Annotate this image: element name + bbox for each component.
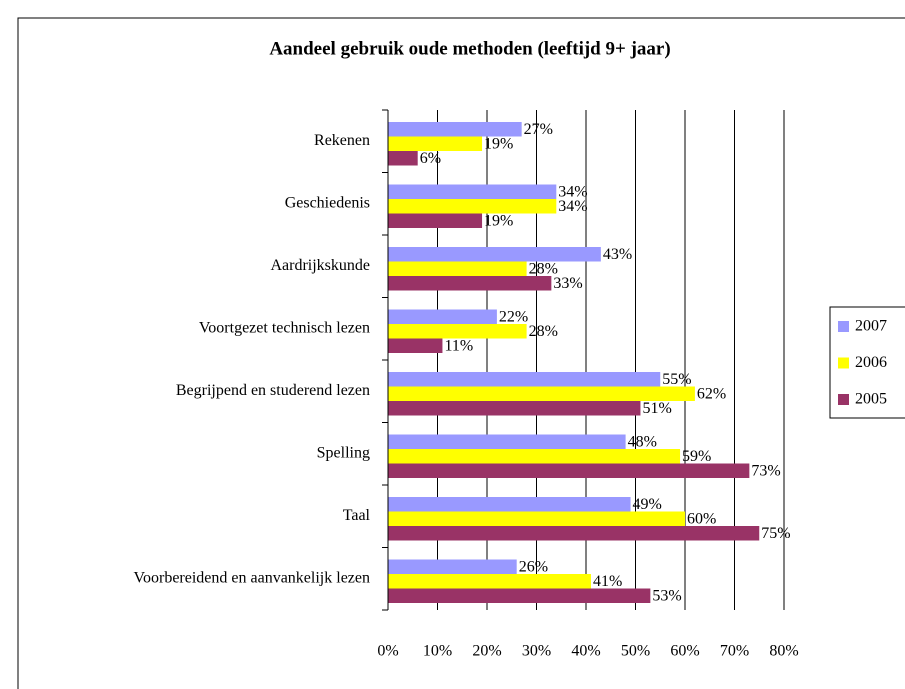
bar bbox=[388, 434, 626, 449]
data-label: 41% bbox=[593, 573, 622, 590]
bar bbox=[388, 401, 641, 416]
y-tick-label: Voorbereidend en aanvankelijk lezen bbox=[134, 569, 371, 586]
x-tick-label: 60% bbox=[670, 643, 699, 660]
data-label: 48% bbox=[628, 433, 657, 450]
bar bbox=[388, 213, 483, 228]
data-label: 62% bbox=[697, 385, 726, 402]
bar bbox=[388, 309, 497, 324]
bar bbox=[388, 184, 557, 199]
bar bbox=[388, 276, 552, 291]
bar bbox=[388, 151, 418, 166]
bar bbox=[388, 324, 527, 339]
data-label: 22% bbox=[499, 308, 528, 325]
bar bbox=[388, 338, 443, 353]
bar bbox=[388, 511, 685, 526]
y-tick-label: Spelling bbox=[317, 444, 370, 461]
legend-label: 2005 bbox=[855, 391, 887, 408]
data-label: 51% bbox=[642, 400, 671, 417]
x-tick-label: 20% bbox=[472, 643, 501, 660]
bar bbox=[388, 386, 695, 401]
data-label: 73% bbox=[751, 462, 780, 479]
data-label: 26% bbox=[519, 558, 548, 575]
data-label: 34% bbox=[558, 183, 587, 200]
x-tick-label: 40% bbox=[571, 643, 600, 660]
data-label: 43% bbox=[603, 246, 632, 263]
bar bbox=[388, 449, 681, 464]
legend-label: 2006 bbox=[855, 354, 887, 371]
data-label: 28% bbox=[529, 260, 558, 277]
data-label: 53% bbox=[652, 587, 681, 604]
bar bbox=[388, 122, 522, 137]
bar bbox=[388, 261, 527, 276]
chart-title: Aandeel gebruik oude methoden (leeftijd … bbox=[269, 38, 670, 59]
x-tick-label: 0% bbox=[377, 643, 398, 660]
data-label: 6% bbox=[420, 150, 441, 167]
bar bbox=[388, 559, 517, 574]
y-tick-label: Begrijpend en studerend lezen bbox=[176, 382, 370, 399]
x-tick-label: 80% bbox=[769, 643, 798, 660]
legend-swatch bbox=[838, 394, 849, 405]
legend-label: 2007 bbox=[855, 318, 887, 335]
bar bbox=[388, 199, 557, 214]
y-tick-label: Taal bbox=[343, 507, 371, 524]
data-label: 49% bbox=[633, 496, 662, 513]
legend-swatch bbox=[838, 357, 849, 369]
bar bbox=[388, 588, 651, 603]
x-tick-label: 70% bbox=[720, 643, 749, 660]
bar bbox=[388, 247, 601, 262]
y-tick-label: Rekenen bbox=[314, 132, 370, 149]
bar bbox=[388, 526, 760, 541]
data-label: 28% bbox=[529, 323, 558, 340]
y-tick-label: Geschiedenis bbox=[285, 194, 370, 211]
bar bbox=[388, 497, 631, 512]
bar bbox=[388, 463, 750, 478]
bar bbox=[388, 136, 483, 151]
x-tick-label: 10% bbox=[423, 643, 452, 660]
data-label: 19% bbox=[484, 212, 513, 229]
x-tick-label: 50% bbox=[621, 643, 650, 660]
data-label: 75% bbox=[761, 525, 790, 542]
data-label: 34% bbox=[558, 198, 587, 215]
data-label: 60% bbox=[687, 510, 716, 527]
data-label: 59% bbox=[682, 448, 711, 465]
data-label: 11% bbox=[444, 337, 473, 354]
data-label: 33% bbox=[553, 275, 582, 292]
legend-swatch bbox=[838, 321, 849, 332]
y-tick-label: Voortgezet technisch lezen bbox=[199, 319, 370, 336]
data-label: 27% bbox=[524, 121, 553, 138]
bar bbox=[388, 574, 591, 589]
data-label: 55% bbox=[662, 371, 691, 388]
x-tick-label: 30% bbox=[522, 643, 551, 660]
bar bbox=[388, 372, 661, 387]
data-label: 19% bbox=[484, 135, 513, 152]
y-tick-label: Aardrijkskunde bbox=[270, 257, 370, 274]
